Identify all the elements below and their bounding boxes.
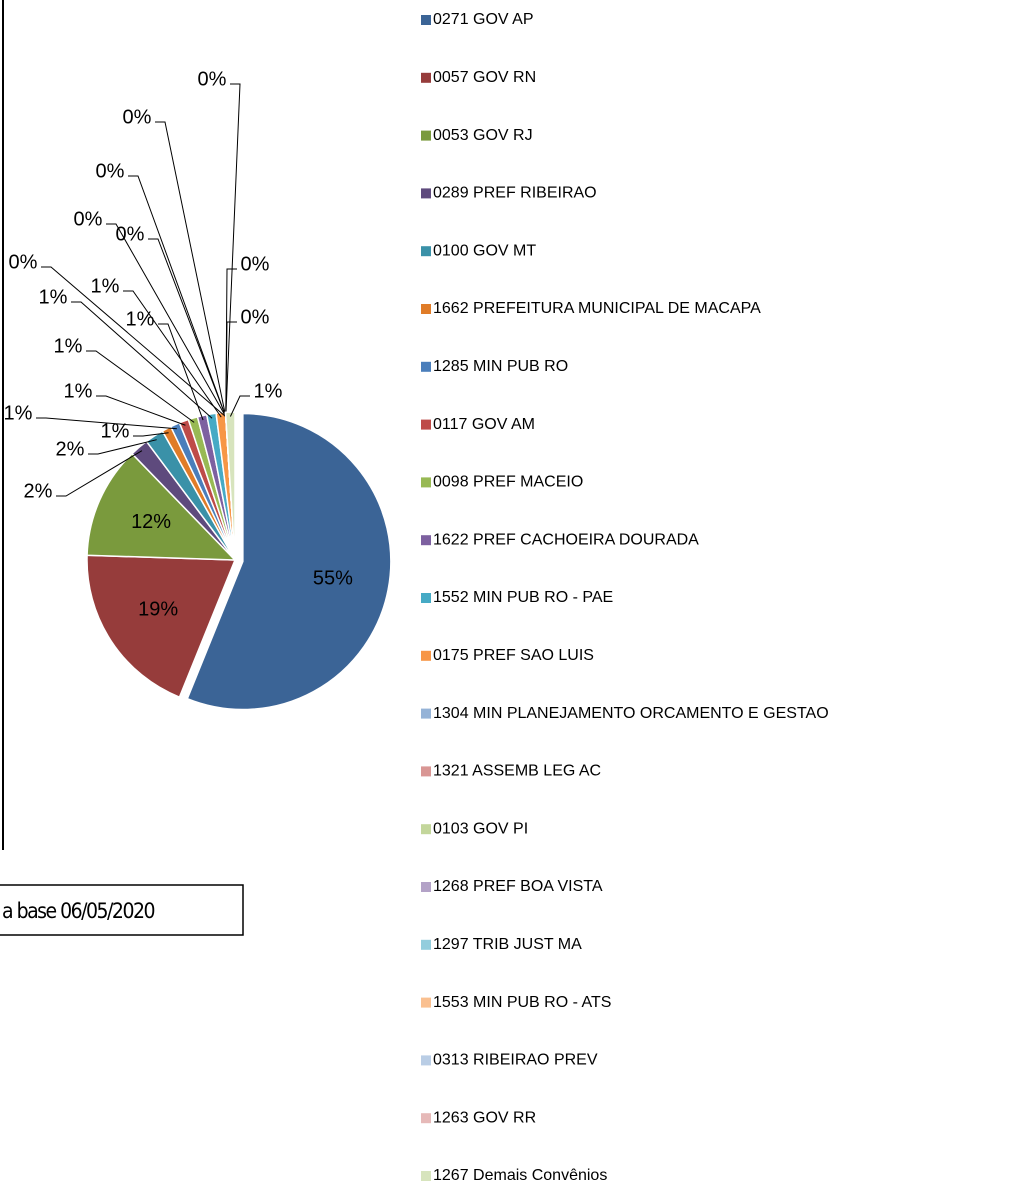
data-label: 0%	[241, 253, 270, 275]
legend-swatch	[421, 939, 431, 950]
legend-swatch	[421, 766, 431, 777]
pie-slice	[186, 412, 392, 711]
leader-line	[41, 266, 227, 418]
legend-swatch	[421, 997, 431, 1008]
legend-label: 0271 GOV AP	[433, 11, 534, 28]
legend-label: 0100 GOV MT	[433, 242, 536, 259]
legend-swatch	[421, 1171, 431, 1181]
data-label: 2%	[24, 480, 53, 502]
data-label: 1%	[4, 402, 33, 424]
data-label: 0%	[9, 251, 38, 273]
data-label: 1%	[54, 335, 83, 357]
legend-swatch	[421, 72, 431, 83]
legend-label: 0098 PREF MACEIO	[433, 474, 583, 491]
data-label: 1%	[254, 380, 283, 402]
data-label: 1%	[101, 420, 130, 442]
legend-swatch	[421, 882, 431, 892]
leader-line	[225, 83, 241, 417]
data-label: 1%	[126, 308, 155, 330]
data-label: 19%	[138, 598, 178, 620]
data-label: 0%	[198, 68, 227, 90]
leader-line	[148, 238, 227, 417]
leader-line	[155, 121, 227, 417]
legend-label: 1267 Demais Convênios	[433, 1167, 607, 1184]
legend-label: 0103 GOV PI	[433, 820, 528, 837]
note: a base 06/05/2020	[2, 899, 154, 923]
data-label: 1%	[64, 380, 93, 402]
legend-swatch	[421, 1113, 431, 1124]
legend-swatch	[421, 15, 431, 25]
leader-line	[88, 439, 157, 455]
leader-line	[71, 301, 213, 419]
legend-swatch	[421, 188, 431, 199]
pie-slice	[86, 452, 237, 561]
legend-swatch	[421, 824, 431, 835]
legend-label: 1553 MIN PUB RO - ATS	[433, 994, 611, 1011]
legend-swatch	[421, 361, 431, 372]
legend-swatch	[421, 708, 431, 719]
leader-line	[36, 417, 177, 430]
data-label: 12%	[131, 511, 171, 533]
leader-line	[158, 323, 204, 421]
legend-label: 1263 GOV RR	[433, 1109, 536, 1126]
legend-label: 1285 MIN PUB RO	[433, 358, 568, 375]
legend-swatch	[421, 477, 431, 488]
leader-line	[225, 321, 237, 417]
data-label: 55%	[313, 567, 353, 589]
data-label: 1%	[39, 286, 68, 308]
legend-swatch	[421, 419, 431, 430]
legend-label: 0057 GOV RN	[433, 69, 536, 86]
legend-swatch	[421, 304, 431, 314]
data-label: 0%	[74, 208, 103, 230]
legend-label: 0175 PREF SAO LUIS	[433, 647, 594, 664]
data-label: 0%	[116, 223, 145, 245]
pie-slice	[224, 411, 236, 561]
leader-line	[96, 395, 186, 426]
data-label: 1%	[91, 275, 120, 297]
legend-label: 1297 TRIB JUST MA	[433, 936, 582, 953]
data-label: 2%	[56, 438, 85, 460]
legend-label: 1268 PREF BOA VISTA	[433, 878, 603, 895]
leader-line	[123, 290, 222, 418]
legend-swatch	[421, 246, 431, 257]
legend-label: 0117 GOV AM	[433, 416, 535, 433]
leader-line	[133, 432, 169, 437]
legend-swatch	[421, 1055, 431, 1066]
legend-swatch	[421, 130, 431, 141]
legend-label: 1622 PREF CACHOEIRA DOURADA	[433, 531, 699, 548]
leader-line	[128, 175, 227, 417]
data-label: 0%	[123, 106, 152, 128]
leader-line	[56, 450, 143, 497]
legend-label: 1304 MIN PLANEJAMENTO ORCAMENTO E GESTAO	[433, 705, 829, 722]
legend-swatch	[421, 535, 431, 546]
legend-swatch	[421, 593, 431, 603]
legend-label: 0289 PREF RIBEIRAO	[433, 185, 597, 202]
leader-line	[106, 223, 227, 417]
data-label: 0%	[241, 306, 270, 328]
legend-label: 0313 RIBEIRAO PREV	[433, 1052, 598, 1069]
legend-label: 1662 PREFEITURA MUNICIPAL DE MACAPA	[433, 300, 761, 317]
note-box	[0, 884, 244, 936]
legend-label: 0053 GOV RJ	[433, 127, 533, 144]
leader-line	[86, 350, 195, 423]
data-label: 0%	[96, 160, 125, 182]
leader-line	[229, 395, 250, 417]
legend-swatch	[421, 650, 431, 661]
legend-label: 1552 MIN PUB RO - PAE	[433, 589, 613, 606]
pie-slice	[86, 554, 237, 699]
legend-label: 1321 ASSEMB LEG AC	[433, 763, 601, 780]
